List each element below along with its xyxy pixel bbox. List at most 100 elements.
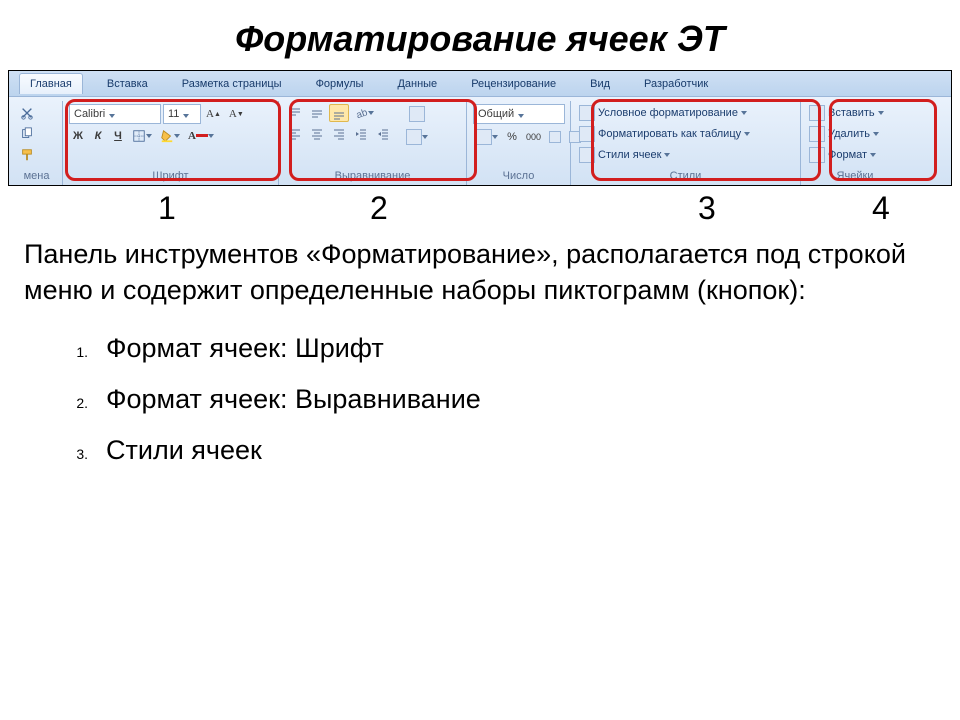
thousands-icon[interactable]: 000 [523,128,544,146]
bold-button[interactable]: Ж [69,127,87,145]
chevron-down-icon [878,107,884,119]
chevron-down-icon [183,110,191,118]
group-number: Общий % 000 Число [467,101,571,185]
list-number: 2. [70,395,88,411]
chevron-down-icon [664,149,670,161]
chevron-down-icon [208,130,214,142]
highlight-numbers-row: 1 2 3 4 [0,186,960,236]
increase-indent-icon[interactable] [373,125,393,143]
description-paragraph: Панель инструментов «Форматирование», ра… [0,236,960,317]
group-clipboard: мена [11,101,63,185]
fill-color-button[interactable] [157,127,183,145]
cell-styles-button[interactable]: Стили ячеек [577,146,672,164]
border-button[interactable] [129,127,155,145]
format-cells-label: Формат [828,149,867,161]
font-name-combo[interactable]: Calibri [69,104,161,124]
group-alignment: ab Выравнивание [279,101,467,185]
align-center-icon[interactable] [307,125,327,143]
list-number: 3. [70,446,88,462]
currency-icon[interactable] [473,127,501,147]
increase-decimal-icon[interactable] [546,128,564,146]
highlight-number-2: 2 [370,190,388,227]
chevron-down-icon [109,110,117,118]
decrease-indent-icon[interactable] [351,125,371,143]
delete-cells-button[interactable]: Удалить [807,125,881,143]
align-left-icon[interactable] [285,125,305,143]
chevron-down-icon [146,130,152,142]
font-size-combo[interactable]: 11 [163,104,201,124]
insert-cells-label: Вставить [828,107,875,119]
group-font-label: Шрифт [69,168,272,185]
tab-developer[interactable]: Разработчик [634,74,718,94]
format-painter-icon[interactable] [17,146,37,164]
list-text: Формат ячеек: Шрифт [106,333,384,364]
align-bottom-icon[interactable] [329,104,349,122]
underline-button[interactable]: Ч [109,127,127,145]
ribbon-groups: мена Calibri 11 A▲ A▼ Ж [9,97,951,185]
grow-font-icon[interactable]: A▲ [203,105,224,123]
merge-center-icon[interactable] [403,127,431,147]
chevron-down-icon [744,128,750,140]
align-middle-icon[interactable] [307,104,327,122]
number-format-combo[interactable]: Общий [473,104,565,124]
list-item: 2. Формат ячеек: Выравнивание [70,374,960,425]
font-size-value: 11 [168,108,179,120]
chevron-down-icon [174,130,180,142]
group-alignment-label: Выравнивание [285,168,460,185]
group-clipboard-label: мена [17,168,56,185]
conditional-formatting-button[interactable]: Условное форматирование [577,104,749,122]
format-cells-button[interactable]: Формат [807,146,878,164]
orientation-icon[interactable]: ab [351,104,377,122]
chevron-down-icon [422,131,428,143]
svg-text:ab: ab [355,107,368,120]
tab-formulas[interactable]: Формулы [306,74,374,94]
group-font: Calibri 11 A▲ A▼ Ж К Ч [63,101,279,185]
format-as-table-button[interactable]: Форматировать как таблицу [577,125,752,143]
cell-styles-label: Стили ячеек [598,149,661,161]
list-text: Стили ячеек [106,435,262,466]
description-list: 1. Формат ячеек: Шрифт 2. Формат ячеек: … [0,317,960,476]
group-number-label: Число [473,168,564,185]
wrap-text-icon[interactable] [403,104,431,124]
tab-review[interactable]: Рецензирование [461,74,566,94]
delete-cells-label: Удалить [828,128,870,140]
highlight-number-4: 4 [872,190,890,227]
cut-icon[interactable] [17,104,37,122]
tab-data[interactable]: Данные [387,74,447,94]
group-cells: Вставить Удалить Формат Ячейки [801,101,909,185]
chevron-down-icon [870,149,876,161]
slide-title: Форматирование ячеек ЭТ [0,0,960,70]
italic-button[interactable]: К [89,127,107,145]
list-text: Формат ячеек: Выравнивание [106,384,481,415]
insert-cells-button[interactable]: Вставить [807,104,886,122]
font-color-button[interactable]: A [185,127,217,145]
chevron-down-icon [492,131,498,143]
ribbon: Главная Вставка Разметка страницы Формул… [8,70,952,186]
format-as-table-label: Форматировать как таблицу [598,128,741,140]
highlight-number-1: 1 [158,190,176,227]
tab-page-layout[interactable]: Разметка страницы [172,74,292,94]
chevron-down-icon [518,110,526,118]
chevron-down-icon [368,107,374,119]
group-cells-label: Ячейки [807,168,903,185]
align-right-icon[interactable] [329,125,349,143]
align-top-icon[interactable] [285,104,305,122]
percent-icon[interactable]: % [503,128,521,146]
group-styles: Условное форматирование Форматировать ка… [571,101,801,185]
list-number: 1. [70,344,88,360]
copy-icon[interactable] [17,125,37,143]
chevron-down-icon [741,107,747,119]
list-item: 3. Стили ячеек [70,425,960,476]
highlight-number-3: 3 [698,190,716,227]
conditional-formatting-label: Условное форматирование [598,107,738,119]
ribbon-tabs: Главная Вставка Разметка страницы Формул… [9,71,951,97]
group-styles-label: Стили [577,168,794,185]
font-name-value: Calibri [74,108,105,120]
chevron-down-icon [873,128,879,140]
tab-home[interactable]: Главная [19,73,83,94]
tab-insert[interactable]: Вставка [97,74,158,94]
number-format-value: Общий [478,108,514,120]
shrink-font-icon[interactable]: A▼ [226,105,247,123]
list-item: 1. Формат ячеек: Шрифт [70,323,960,374]
tab-view[interactable]: Вид [580,74,620,94]
